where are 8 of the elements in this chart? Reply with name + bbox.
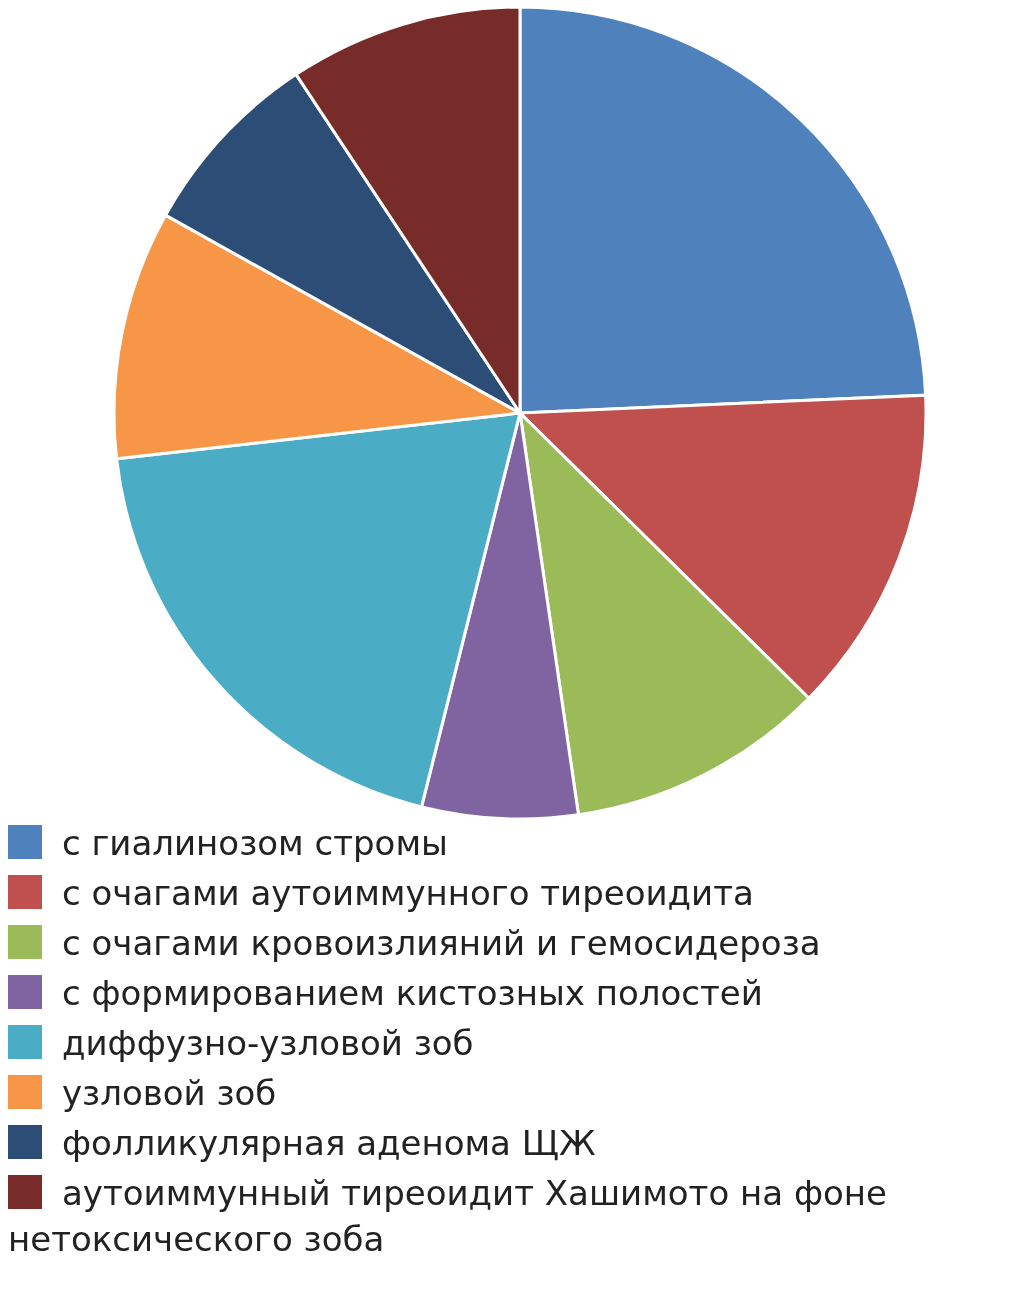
legend-label: с гиалинозом стромы: [62, 823, 448, 863]
legend-label: фолликулярная аденома ЩЖ: [62, 1123, 596, 1163]
legend-label: с очагами аутоиммунного тиреоидита: [62, 873, 754, 913]
legend-label: с формированием кистозных полостей: [62, 973, 763, 1013]
legend-label: аутоиммунный тиреоидит Хашимото на фоне нетоксического зоба: [8, 1173, 887, 1259]
legend-label: узловой зоб: [62, 1073, 277, 1113]
legend-label: с очагами кровоизлияний и гемосидероза: [62, 923, 821, 963]
legend-label: диффузно-узловой зоб: [62, 1023, 474, 1063]
